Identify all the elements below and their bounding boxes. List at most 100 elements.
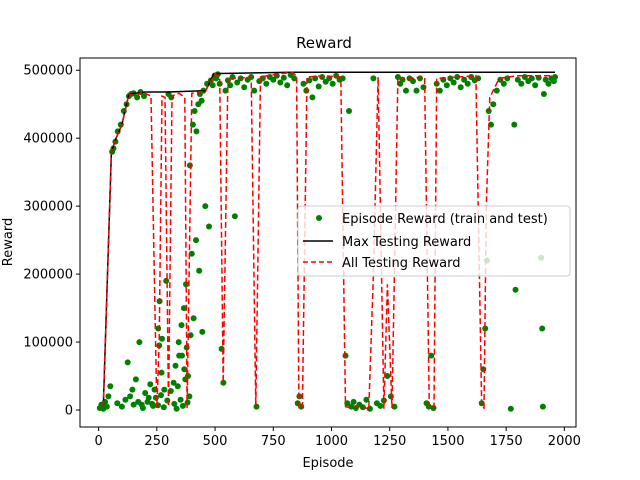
- y-tick-label: 500000: [23, 64, 73, 79]
- legend-label-episode-reward: Episode Reward (train and test): [342, 212, 548, 227]
- episode-reward-point: [493, 87, 500, 94]
- episode-reward-point: [417, 75, 423, 82]
- episode-reward-point: [443, 82, 450, 89]
- episode-reward-point: [377, 402, 384, 409]
- legend-box: [297, 205, 571, 277]
- y-tick-label: 100000: [23, 336, 73, 351]
- episode-reward-point: [518, 80, 525, 87]
- episode-reward-point: [391, 403, 398, 410]
- episode-reward-point: [163, 277, 170, 284]
- x-tick-label: 750: [261, 434, 286, 449]
- episode-reward-point: [179, 352, 185, 359]
- episode-reward-point: [145, 394, 152, 401]
- episode-reward-point: [315, 83, 322, 90]
- episode-reward-point: [198, 97, 205, 104]
- legend: Episode Reward (train and test) Max Test…: [297, 205, 571, 277]
- episode-reward-point: [306, 77, 313, 84]
- episode-reward-point: [346, 108, 352, 114]
- episode-reward-point: [490, 101, 497, 108]
- y-axis-title: Reward: [1, 218, 16, 266]
- x-axis-title: Episode: [302, 456, 353, 471]
- episode-reward-point: [428, 352, 435, 359]
- episode-reward-point: [251, 87, 258, 94]
- episode-reward-point: [161, 386, 168, 393]
- episode-reward-point: [209, 82, 216, 89]
- episode-reward-point: [384, 373, 391, 379]
- episode-reward-point: [528, 75, 535, 82]
- episode-reward-point: [118, 403, 125, 410]
- episode-reward-point: [130, 401, 137, 408]
- episode-reward-point: [147, 381, 154, 388]
- episode-reward-point: [319, 74, 326, 80]
- episode-reward-point: [394, 74, 401, 80]
- episode-reward-point: [149, 400, 156, 407]
- episode-reward-point: [155, 325, 162, 332]
- episode-reward-point: [186, 162, 193, 169]
- episode-reward-point: [436, 87, 443, 94]
- episode-reward-point: [284, 82, 291, 89]
- episode-reward-point: [413, 87, 420, 94]
- episode-reward-point: [403, 87, 409, 94]
- legend-label-all-testing: All Testing Reward: [342, 256, 461, 271]
- episode-reward-point: [540, 91, 547, 97]
- episode-reward-point: [300, 80, 307, 87]
- episode-reward-point: [511, 121, 518, 128]
- x-tick-label: 2000: [548, 434, 581, 449]
- all-testing-reward-line: [102, 71, 555, 410]
- episode-reward-point: [136, 339, 143, 346]
- episode-reward-point: [270, 76, 277, 83]
- episode-reward-point: [291, 75, 298, 82]
- x-tick-label: 500: [203, 434, 228, 449]
- episode-reward-point: [231, 213, 238, 220]
- y-tick-label: 400000: [23, 132, 73, 147]
- episode-reward-point: [135, 398, 142, 405]
- episode-reward-point: [507, 405, 514, 412]
- episode-reward-point: [277, 79, 284, 86]
- episode-reward-point: [177, 396, 184, 403]
- episode-reward-point: [191, 108, 198, 114]
- episode-reward-point: [199, 328, 206, 335]
- episode-reward-point: [350, 398, 357, 405]
- episode-reward-point: [179, 402, 186, 409]
- episode-reward-point: [348, 403, 355, 410]
- episode-reward-point: [539, 325, 546, 332]
- axes-frame: [79, 57, 577, 428]
- episode-reward-point: [202, 203, 209, 210]
- episode-reward-point: [363, 396, 370, 403]
- episode-reward-point: [539, 403, 546, 410]
- episode-reward-point: [129, 386, 136, 393]
- episode-reward-point: [309, 94, 316, 101]
- episode-reward-point: [545, 80, 552, 87]
- episode-reward-point: [454, 74, 461, 80]
- episode-reward-point: [172, 362, 179, 369]
- x-tick-label: 0: [94, 434, 102, 449]
- episode-reward-point: [127, 393, 134, 400]
- episode-reward-point: [132, 376, 139, 383]
- y-axis: 0 100000 200000 300000 400000 500000: [23, 64, 80, 419]
- episode-reward-point: [171, 400, 178, 407]
- episode-reward-point: [139, 405, 146, 411]
- episode-reward-point: [450, 79, 457, 86]
- x-tick-label: 1500: [431, 434, 464, 449]
- episode-reward-point: [220, 379, 227, 386]
- episode-reward-point: [174, 383, 181, 390]
- legend-marker-episode-reward: [316, 215, 322, 221]
- episode-reward-point: [457, 84, 464, 91]
- x-tick-label: 1000: [315, 434, 348, 449]
- episode-reward-point: [155, 402, 161, 409]
- episode-reward-point: [366, 405, 373, 412]
- episode-reward-point: [190, 315, 197, 322]
- y-tick-label: 200000: [23, 268, 73, 283]
- episode-reward-point: [512, 286, 519, 293]
- episode-reward-point: [196, 267, 203, 274]
- episode-reward-point: [170, 379, 177, 386]
- episode-reward-point: [234, 79, 241, 86]
- x-tick-label: 1250: [373, 434, 406, 449]
- episode-reward-point: [178, 322, 185, 329]
- episode-reward-point: [160, 404, 167, 411]
- episode-reward-point: [206, 223, 212, 230]
- episode-reward-point: [180, 305, 187, 312]
- episode-reward-point: [227, 82, 234, 89]
- episode-reward-point: [158, 369, 165, 376]
